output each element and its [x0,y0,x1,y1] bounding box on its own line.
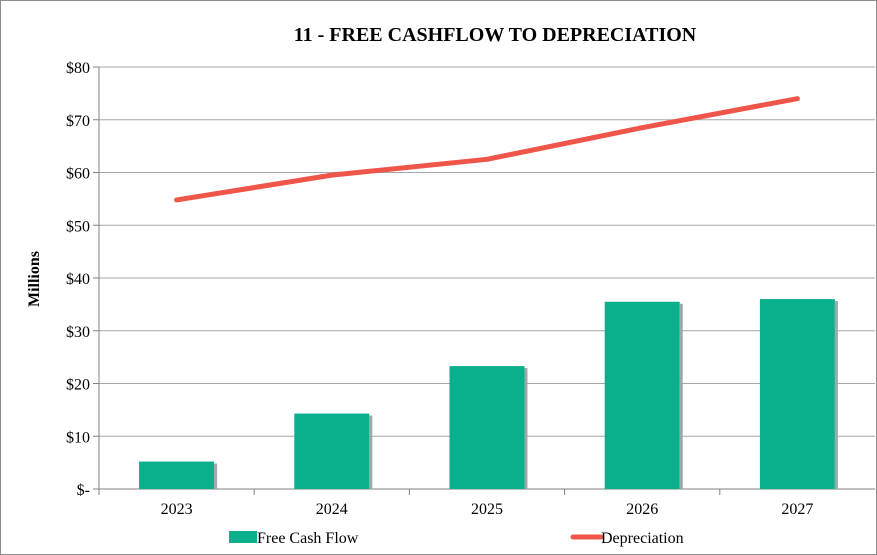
x-tick-label: 2024 [316,501,348,518]
depreciation-line [174,96,800,203]
y-tick-label: $20 [66,377,90,394]
legend-swatch-free-cash-flow [229,531,257,543]
line-series [174,96,800,203]
y-tick-label: $40 [66,271,90,288]
legend-label-depreciation: Depreciation [601,530,684,547]
bar-shadow [369,415,373,489]
y-tick-label: $- [77,482,90,499]
y-tick-label: $60 [66,166,90,183]
x-tick-label: 2027 [781,501,813,518]
bar-2024 [294,413,370,489]
bar-2027 [759,299,835,489]
legend: Free Cash Flow Depreciation [229,530,684,547]
bar-shadow [834,301,838,489]
y-axis-label: Millions [26,251,43,307]
y-tick-label: $80 [66,60,90,77]
x-tick-label: 2023 [161,501,193,518]
y-tick-label: $30 [66,324,90,341]
y-tick-label: $70 [66,113,90,130]
bar-2025 [449,366,525,489]
y-tick-label: $50 [66,218,90,235]
bar-series [139,299,838,489]
bar-2026 [604,301,680,489]
x-tick-label: 2026 [626,501,658,518]
y-tick-labels: $- $10 $20 $30 $40 $50 $60 $70 $80 [66,60,90,499]
bar-2023 [139,461,215,489]
bar-shadow [679,303,683,489]
y-tick-label: $10 [66,429,90,446]
x-tick-label: 2025 [471,501,503,518]
chart-title: 11 - FREE CASHFLOW TO DEPRECIATION [294,24,697,46]
bar-shadow [524,368,528,489]
x-tick-labels: 2023 2024 2025 2026 2027 [161,501,814,518]
legend-label-free-cash-flow: Free Cash Flow [257,530,359,547]
bar-shadow [214,463,218,489]
